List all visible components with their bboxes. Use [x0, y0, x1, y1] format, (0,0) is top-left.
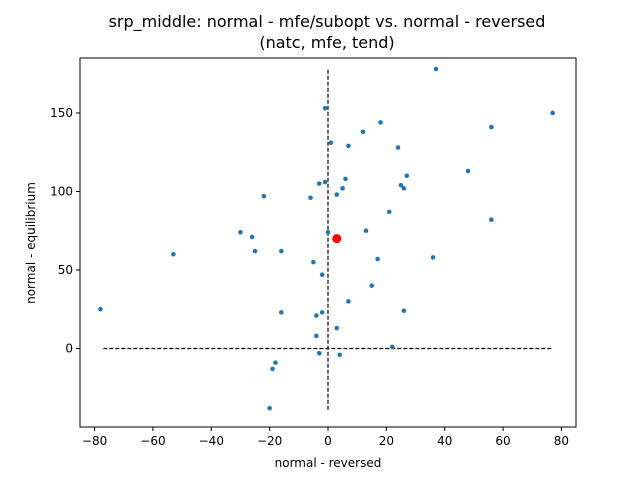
- data-point: [316, 181, 322, 186]
- data-point: [433, 66, 439, 72]
- data-point: [343, 176, 348, 182]
- data-point: [273, 360, 278, 365]
- data-point: [369, 283, 375, 288]
- data-point: [401, 186, 407, 191]
- data-point: [489, 217, 494, 223]
- x-tick-label: −60: [140, 434, 165, 448]
- x-tick-label: 80: [554, 434, 569, 448]
- y-axis-label: normal - equilibrium: [24, 182, 38, 304]
- x-tick-label: −80: [82, 434, 107, 448]
- data-point: [319, 310, 325, 315]
- x-tick-label: −40: [199, 434, 224, 448]
- x-axis-label: normal - reversed: [275, 456, 382, 470]
- x-axis-ticks: −80 −60 −40 −20 0 20 40 60 80: [82, 427, 569, 448]
- data-point: [322, 179, 328, 185]
- data-point: [340, 186, 345, 191]
- data-point: [386, 209, 392, 215]
- data-point: [550, 110, 555, 116]
- y-tick-label: 50: [58, 263, 73, 277]
- data-point: [389, 344, 395, 350]
- data-point: [346, 299, 351, 304]
- x-tick-label: 60: [495, 434, 510, 448]
- data-point: [395, 145, 401, 150]
- data-point: [378, 120, 383, 125]
- data-point: [171, 251, 176, 257]
- data-point: [465, 168, 471, 174]
- data-point: [98, 306, 103, 312]
- data-point: [279, 310, 284, 315]
- y-tick-label: 150: [50, 106, 73, 120]
- data-point: [267, 405, 272, 411]
- highlight-point: [332, 234, 342, 244]
- data-point: [337, 352, 342, 358]
- data-point: [322, 105, 328, 111]
- data-point: [270, 366, 275, 372]
- data-point: [334, 192, 340, 197]
- data-point: [261, 193, 267, 199]
- plot-area: [98, 66, 555, 411]
- data-point: [311, 259, 316, 265]
- data-point: [375, 256, 380, 262]
- data-point: [334, 325, 340, 331]
- data-point: [279, 248, 284, 254]
- x-tick-label: 0: [324, 434, 332, 448]
- data-point: [328, 140, 334, 146]
- chart-subtitle: (natc, mfe, tend): [259, 33, 394, 52]
- x-tick-label: 20: [379, 434, 394, 448]
- data-point: [314, 313, 319, 318]
- x-tick-label: 40: [437, 434, 452, 448]
- data-point: [398, 182, 404, 188]
- y-axis-ticks: 0 50 100 150: [50, 106, 80, 355]
- chart-title: srp_middle: normal - mfe/subopt vs. norm…: [109, 12, 546, 32]
- data-point: [363, 228, 369, 234]
- data-point: [249, 234, 255, 240]
- x-tick-label: −20: [257, 434, 282, 448]
- data-point: [314, 333, 319, 339]
- data-point: [346, 143, 351, 149]
- data-point: [401, 308, 407, 314]
- data-point: [404, 173, 410, 179]
- data-point: [308, 195, 313, 201]
- data-point: [252, 248, 258, 254]
- data-point: [489, 124, 494, 130]
- data-point: [325, 229, 331, 235]
- y-tick-label: 0: [65, 341, 73, 355]
- data-point: [360, 129, 366, 135]
- data-point: [430, 255, 436, 260]
- y-tick-label: 100: [50, 184, 73, 198]
- data-point: [316, 350, 322, 356]
- data-point: [238, 229, 243, 235]
- data-point: [319, 272, 325, 277]
